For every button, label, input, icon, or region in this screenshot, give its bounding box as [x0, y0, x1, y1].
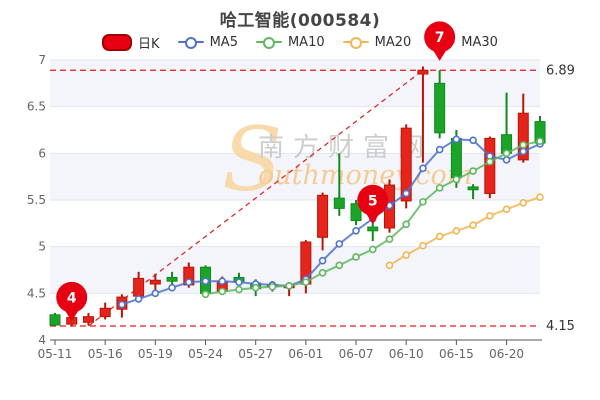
svg-text:6.89: 6.89 [546, 63, 575, 78]
svg-text:05-24: 05-24 [188, 347, 223, 361]
ma20-line-legend-icon [342, 36, 369, 49]
annotation-lines: 6.89 4.15 [50, 63, 575, 334]
candle-legend-icon [102, 33, 133, 51]
legend-ring [184, 37, 197, 49]
svg-text:05-19: 05-19 [138, 347, 173, 361]
svg-text:06-20: 06-20 [489, 347, 524, 361]
svg-text:4: 4 [67, 290, 77, 306]
watermark-cjk-text: 南方财富网 [258, 133, 433, 163]
svg-text:06-15: 06-15 [439, 347, 474, 361]
legend-label: 日K [138, 36, 160, 52]
legend-label: MA30 [461, 34, 498, 50]
candlestick-series [49, 66, 546, 326]
watermark-s-glyph: S [222, 108, 282, 211]
svg-text:5: 5 [368, 193, 378, 209]
svg-text:05-16: 05-16 [88, 347, 123, 361]
svg-text:5: 5 [38, 240, 46, 254]
watermark: S 南方财富网 outhmoney.com [222, 108, 472, 211]
plot-bands [50, 60, 540, 294]
balloon-marker-5[interactable]: 5 [357, 184, 389, 225]
legend-item-k[interactable]: 日K [102, 33, 160, 52]
ma5-line-legend-icon [177, 36, 204, 49]
legend-item-ma5[interactable]: MA5 [177, 34, 238, 50]
ma-line-series [118, 135, 544, 309]
axes: 4 4.5 5 5.5 6 6.5 7 05-11 05-16 05-19 05-24 05-27 06… [27, 53, 542, 361]
svg-text:4: 4 [38, 333, 46, 347]
legend: 日K MA5 MA10 MA20 MA30 [0, 31, 600, 53]
svg-text:06-10: 06-10 [389, 347, 424, 361]
page-title: 哈工智能(000584) [219, 11, 381, 31]
legend-label: MA10 [287, 34, 325, 50]
legend-ring [436, 37, 449, 49]
legend-label: MA5 [209, 34, 238, 50]
legend-item-ma10[interactable]: MA10 [255, 34, 325, 50]
legend-ring [262, 37, 275, 49]
svg-text:05-27: 05-27 [238, 347, 273, 361]
svg-text:4.15: 4.15 [546, 319, 575, 334]
svg-text:6.5: 6.5 [27, 100, 46, 114]
ma30-line-legend-icon [429, 36, 456, 49]
legend-label: MA20 [374, 34, 412, 50]
legend-ring [349, 37, 362, 49]
svg-text:4.5: 4.5 [27, 286, 46, 300]
balloon-markers: 457 [56, 21, 456, 322]
svg-text:05-11: 05-11 [38, 347, 73, 361]
svg-text:06-01: 06-01 [288, 347, 323, 361]
svg-text:06-07: 06-07 [339, 347, 374, 361]
svg-text:6: 6 [38, 146, 46, 160]
legend-item-ma20[interactable]: MA20 [342, 34, 412, 50]
svg-text:7: 7 [38, 53, 46, 67]
balloon-marker-4[interactable]: 4 [56, 281, 88, 322]
grid-lines [50, 59, 540, 294]
watermark-latin-text: outhmoney.com [258, 160, 472, 191]
legend-item-ma30[interactable]: MA30 [429, 35, 498, 50]
ma10-line-legend-icon [255, 36, 282, 49]
svg-text:5.5: 5.5 [27, 193, 46, 207]
